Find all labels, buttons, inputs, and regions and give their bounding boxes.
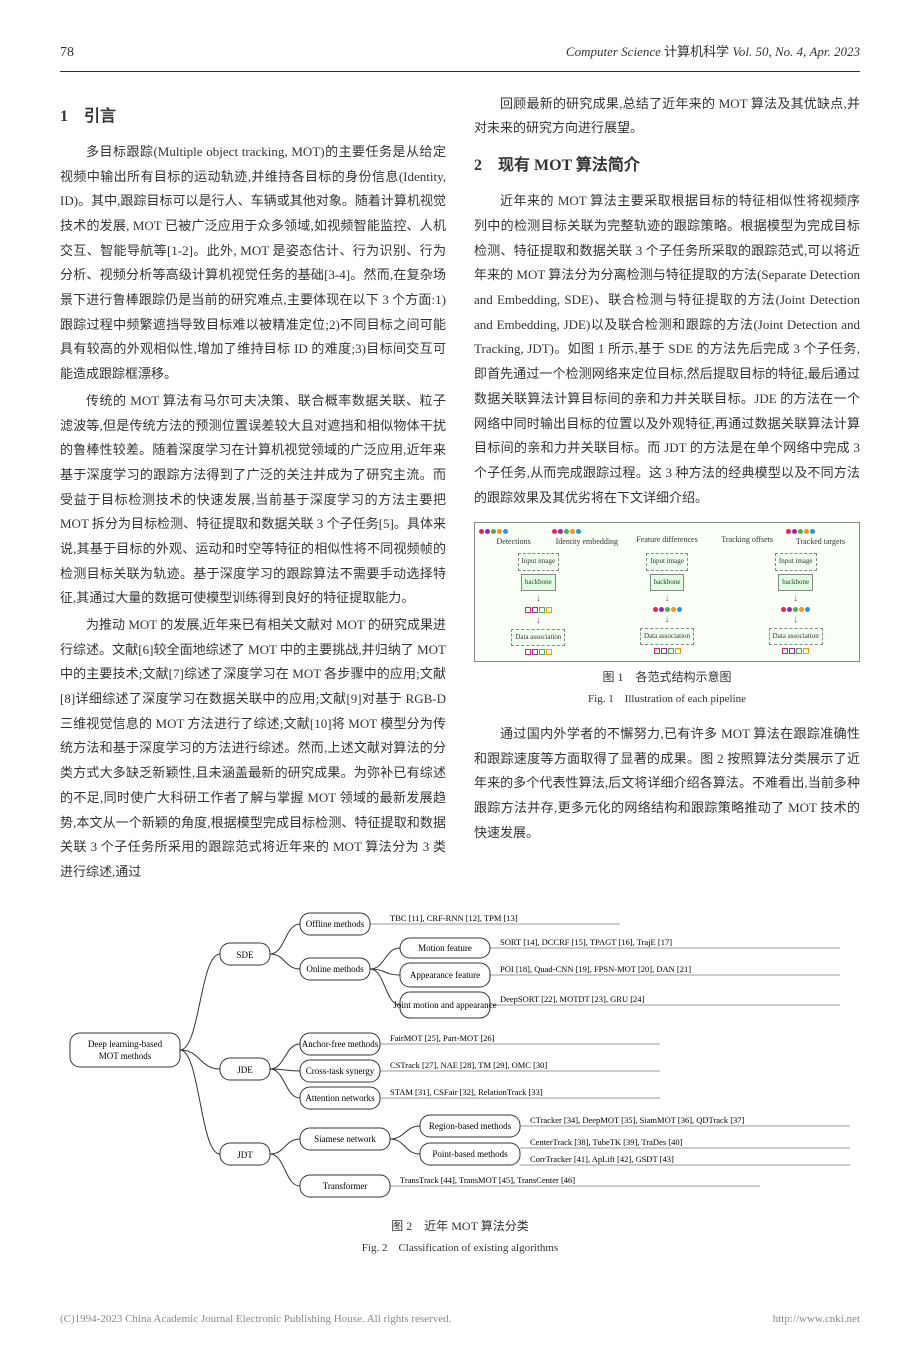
fig1-diagram: Detections Identity embedding Feature di… (474, 522, 860, 662)
right-column: 回顾最新的研究成果,总结了近年来的 MOT 算法及其优缺点,并对未来的研究方向进… (474, 92, 860, 887)
svg-text:Transformer: Transformer (323, 1181, 368, 1191)
footer-url: http://www.cnki.net (773, 1309, 860, 1330)
page-footer: (C)1994-2023 China Academic Journal Elec… (60, 1309, 860, 1330)
page-number: 78 (60, 40, 74, 67)
svg-text:Online methods: Online methods (306, 964, 364, 974)
left-column: 1 引言 多目标跟踪(Multiple object tracking, MOT… (60, 92, 446, 887)
svg-text:Siamese network: Siamese network (314, 1134, 376, 1144)
svg-text:CSTrack [27], NAE [28], TM [29: CSTrack [27], NAE [28], TM [29], OMC [30… (390, 1060, 547, 1070)
svg-text:CTracker [34], DeepMOT [35], S: CTracker [34], DeepMOT [35], SiamMOT [36… (530, 1115, 745, 1125)
figure-1: Detections Identity embedding Feature di… (474, 522, 860, 710)
fig1-jdt-panel: Input image backbone ↓ ↓ Data associatio… (736, 553, 855, 655)
section-1-title: 1 引言 (60, 102, 446, 132)
svg-text:Point-based methods: Point-based methods (432, 1149, 508, 1159)
copyright: (C)1994-2023 China Academic Journal Elec… (60, 1309, 451, 1330)
para: 多目标跟踪(Multiple object tracking, MOT)的主要任… (60, 140, 446, 387)
svg-text:STAM [31], CSFair [32], Relati: STAM [31], CSFair [32], RelationTrack [3… (390, 1087, 543, 1097)
svg-text:Cross-task synergy: Cross-task synergy (306, 1066, 375, 1076)
svg-text:FairMOT [25], Part-MOT [26]: FairMOT [25], Part-MOT [26] (390, 1033, 495, 1043)
svg-text:Anchor-free methods: Anchor-free methods (302, 1039, 379, 1049)
two-column-body: 1 引言 多目标跟踪(Multiple object tracking, MOT… (60, 92, 860, 887)
journal-info: Computer Science 计算机科学 Vol. 50, No. 4, A… (566, 40, 860, 67)
page-header: 78 Computer Science 计算机科学 Vol. 50, No. 4… (60, 40, 860, 72)
svg-text:POI [18], Quad-CNN [19], FPSN-: POI [18], Quad-CNN [19], FPSN-MOT [20], … (500, 964, 691, 974)
svg-text:TBC [11], CRF-RNN [12], TPM [1: TBC [11], CRF-RNN [12], TPM [13] (390, 913, 518, 923)
fig2-tree: Deep learning-basedMOT methods SDE JDE J… (60, 903, 860, 1203)
svg-text:SDE: SDE (236, 950, 254, 960)
svg-text:Attention networks: Attention networks (305, 1093, 375, 1103)
fig1-top-labels: Detections Identity embedding Feature di… (479, 529, 855, 549)
fig1-sde-panel: Input image backbone ↓ ↓ Data associatio… (479, 553, 598, 655)
figure-2: Deep learning-basedMOT methods SDE JDE J… (60, 903, 860, 1259)
svg-text:Offline methods: Offline methods (306, 919, 365, 929)
svg-text:JDT: JDT (237, 1150, 253, 1160)
para: 回顾最新的研究成果,总结了近年来的 MOT 算法及其优缺点,并对未来的研究方向进… (474, 92, 860, 141)
svg-text:TransTrack [44], TransMOT [45]: TransTrack [44], TransMOT [45], TransCen… (400, 1175, 575, 1185)
para: 传统的 MOT 算法有马尔可夫决策、联合概率数据关联、粒子滤波等,但是传统方法的… (60, 389, 446, 611)
svg-text:Motion feature: Motion feature (418, 943, 472, 953)
svg-text:Joint motion and appearance: Joint motion and appearance (393, 1000, 496, 1010)
svg-text:Region-based methods: Region-based methods (429, 1121, 512, 1131)
section-2-title: 2 现有 MOT 算法简介 (474, 151, 860, 181)
para: 近年来的 MOT 算法主要采取根据目标的特征相似性将视频序列中的检测目标关联为完… (474, 189, 860, 510)
svg-text:JDE: JDE (237, 1065, 253, 1075)
para: 通过国内外学者的不懈努力,已有许多 MOT 算法在跟踪准确性和跟踪速度等方面取得… (474, 722, 860, 845)
svg-text:DeepSORT [22], MOTDT [23], GRU: DeepSORT [22], MOTDT [23], GRU [24] (500, 994, 645, 1004)
svg-text:Appearance feature: Appearance feature (410, 970, 480, 980)
svg-text:CorrTracker [41], ApLift [42],: CorrTracker [41], ApLift [42], GSDT [43] (530, 1154, 674, 1164)
fig1-jde-panel: Input image backbone ↓ ↓ Data associatio… (608, 553, 727, 655)
svg-text:SORT [14], DCCRF [15], TPAGT [: SORT [14], DCCRF [15], TPAGT [16], TrajE… (500, 937, 672, 947)
fig1-panels: Input image backbone ↓ ↓ Data associatio… (479, 553, 855, 655)
fig1-caption: 图 1 各范式结构示意图 Fig. 1 Illustration of each… (474, 666, 860, 710)
svg-text:CenterTrack [38], TubeTK [39],: CenterTrack [38], TubeTK [39], TraDes [4… (530, 1137, 683, 1147)
fig2-caption: 图 2 近年 MOT 算法分类 Fig. 2 Classification of… (60, 1215, 860, 1259)
para: 为推动 MOT 的发展,近年来已有相关文献对 MOT 的研究成果进行综述。文献[… (60, 613, 446, 885)
